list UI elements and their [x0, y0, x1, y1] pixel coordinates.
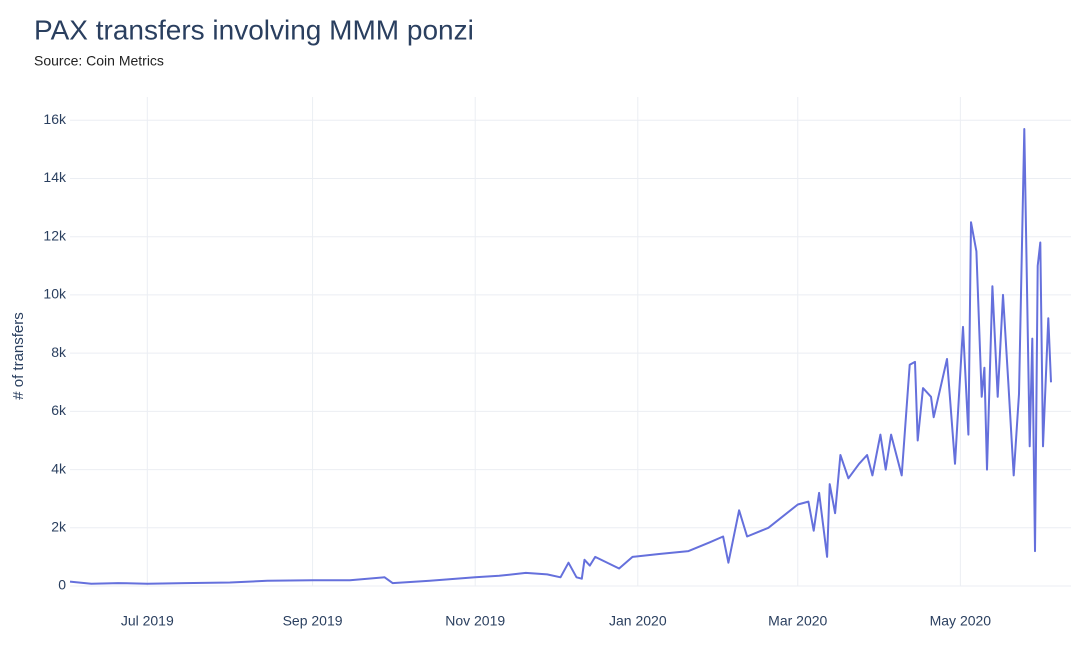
y-tick-label: 0: [58, 577, 66, 593]
y-tick-label: 8k: [51, 344, 67, 360]
x-tick-label: Sep 2019: [283, 613, 343, 629]
x-tick-label: Nov 2019: [445, 613, 505, 629]
y-axis-label: # of transfers: [10, 312, 27, 400]
y-tick-label: 14k: [43, 169, 67, 185]
y-tick-label: 4k: [51, 460, 67, 476]
x-tick-label: Mar 2020: [768, 613, 827, 629]
y-tick-label: 10k: [43, 286, 67, 302]
y-tick-label: 2k: [51, 518, 67, 534]
x-tick-label: Jan 2020: [609, 613, 667, 629]
x-tick-label: May 2020: [930, 613, 992, 629]
y-tick-label: 12k: [43, 227, 67, 243]
y-tick-label: 6k: [51, 402, 67, 418]
data-line: [69, 128, 1052, 585]
chart-title: PAX transfers involving MMM ponzi: [34, 14, 474, 45]
y-tick-label: 16k: [43, 111, 67, 127]
chart-subtitle: Source: Coin Metrics: [34, 53, 164, 69]
x-tick-label: Jul 2019: [121, 613, 174, 629]
